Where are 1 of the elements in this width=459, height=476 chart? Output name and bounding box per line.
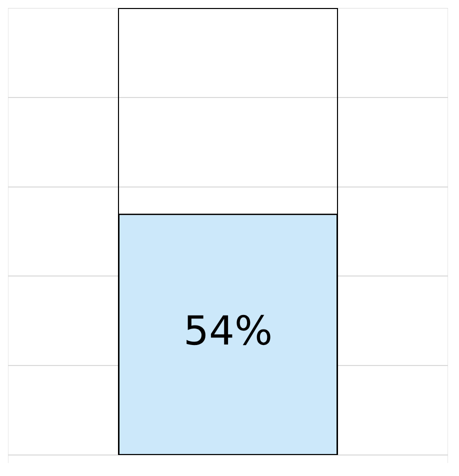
data-label: 54%: [184, 308, 272, 354]
